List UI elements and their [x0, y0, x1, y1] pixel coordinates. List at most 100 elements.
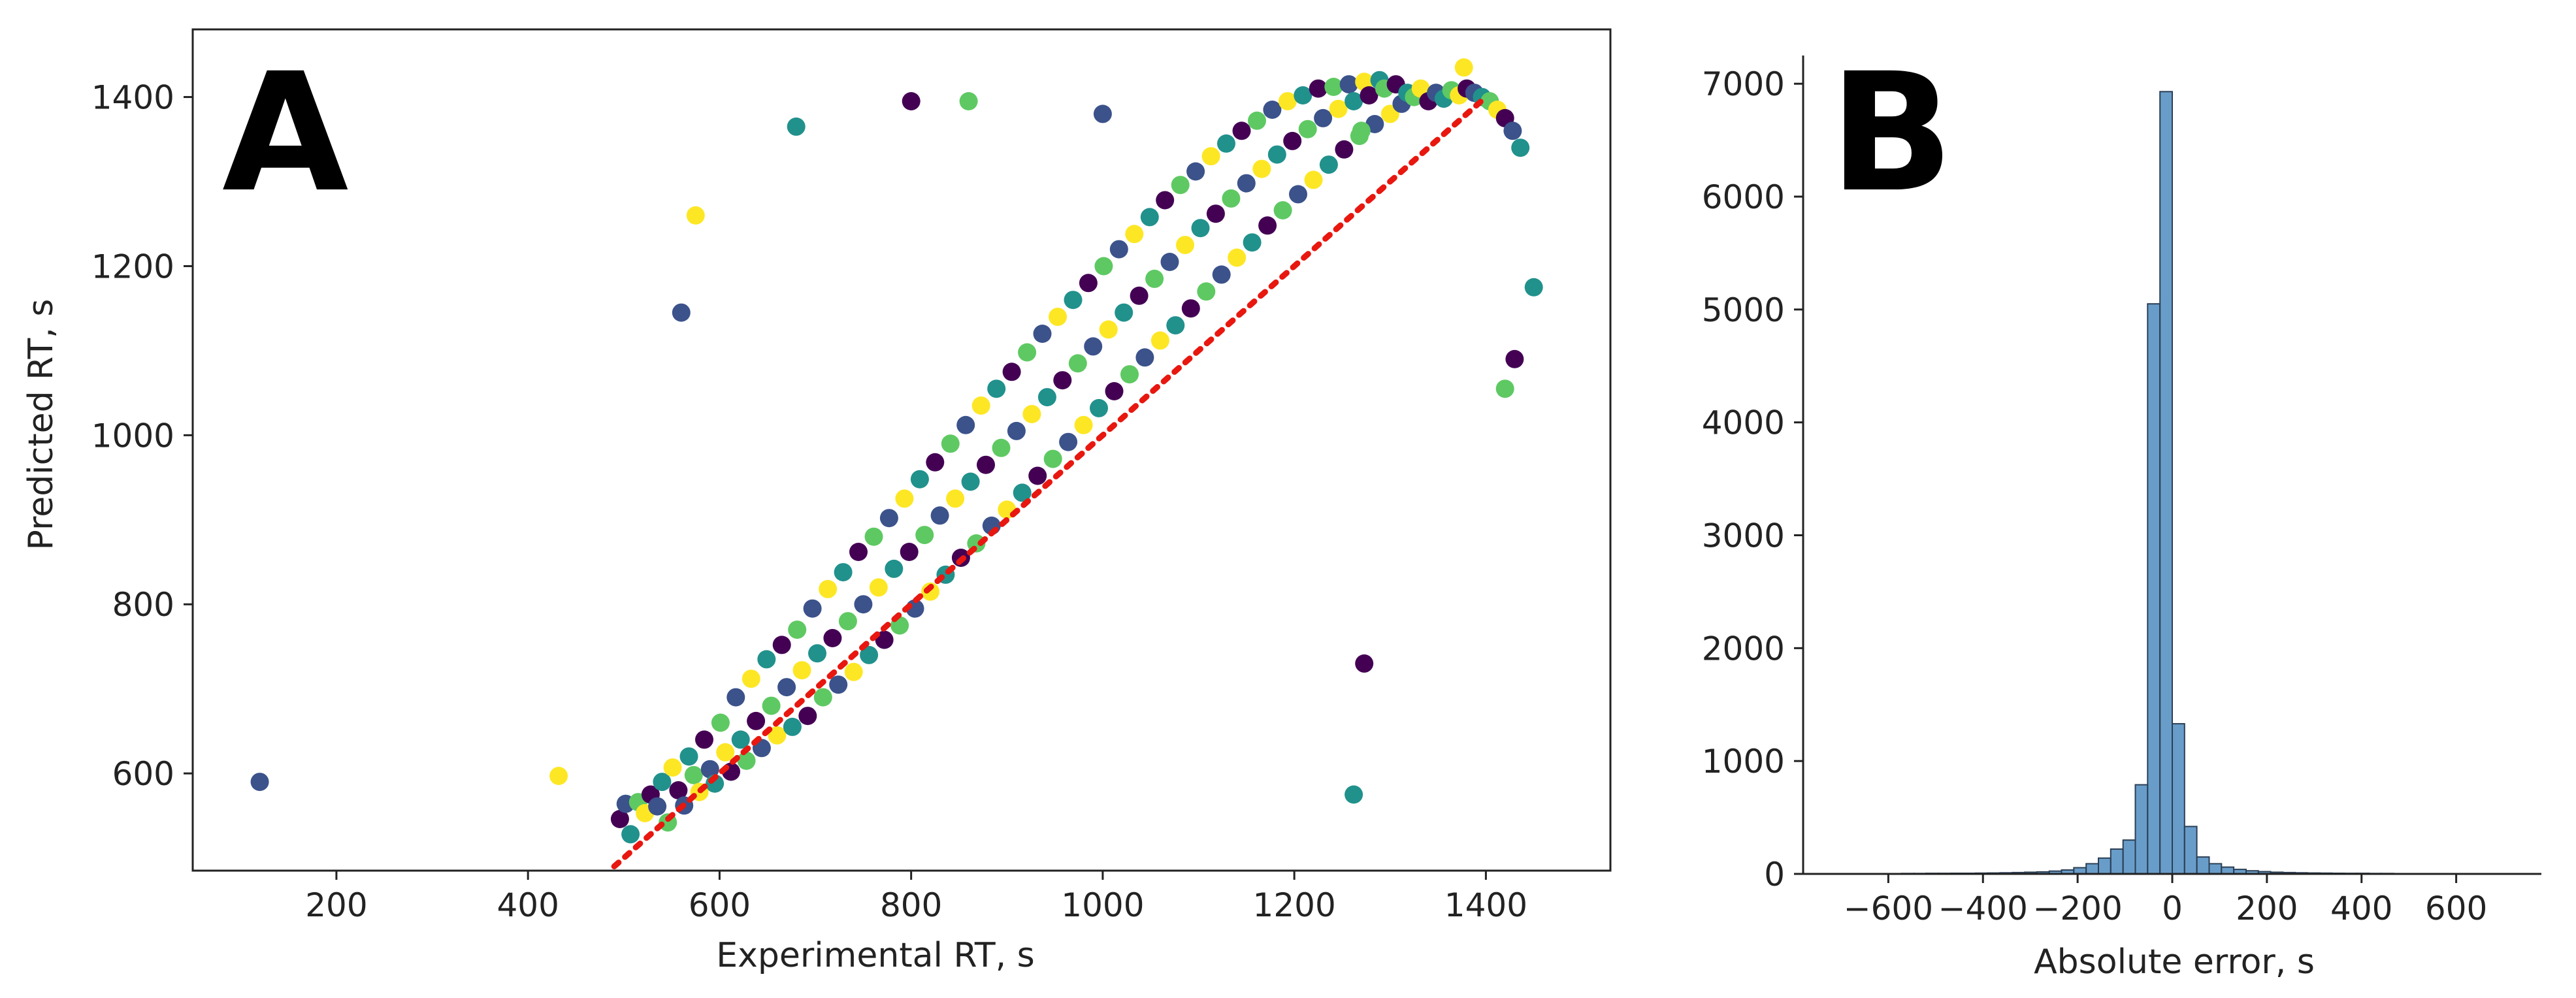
- scatter-point: [959, 92, 978, 110]
- scatter-point: [653, 773, 672, 792]
- scatter-point: [1454, 58, 1473, 77]
- scatter-point: [864, 527, 883, 546]
- y-tick-label: 7000: [1702, 65, 1785, 103]
- x-tick-label: 200: [2236, 890, 2298, 927]
- scatter-point: [610, 810, 629, 828]
- scatter-point: [879, 509, 898, 528]
- scatter-point: [1267, 145, 1286, 164]
- panel-b-letter: B: [1829, 38, 1954, 228]
- scatter-point: [1125, 225, 1144, 244]
- scatter-point: [1201, 147, 1220, 166]
- scatter-point: [711, 713, 730, 732]
- scatter-point: [731, 730, 750, 749]
- scatter-point: [1263, 101, 1282, 119]
- scatter-point: [1360, 86, 1378, 105]
- y-tick-label: 800: [112, 586, 174, 624]
- scatter-point: [915, 526, 934, 545]
- histogram-bar: [2110, 848, 2124, 875]
- scatter-point: [1298, 120, 1317, 138]
- scatter-point: [1222, 189, 1241, 208]
- scatter-point: [1053, 371, 1072, 390]
- scatter-point: [1314, 108, 1333, 127]
- scatter-point: [250, 773, 269, 792]
- panel-b-y-ticks: 0 1000 2000 3000 4000 5000 6000 7000: [1702, 65, 1803, 893]
- scatter-point: [819, 579, 838, 598]
- scatter-point: [1329, 99, 1348, 118]
- scatter-point: [1018, 343, 1037, 362]
- panel-a-y-ticks: 600 800 1000 1200 1400: [91, 79, 193, 793]
- scatter-point: [1237, 174, 1256, 193]
- scatter-point: [1283, 131, 1302, 150]
- x-tick-label: 1200: [1253, 886, 1336, 924]
- scatter-point: [1278, 92, 1297, 110]
- scatter-point: [921, 582, 939, 601]
- panel-a-x-axis-label: Experimental RT, s: [716, 936, 1035, 975]
- scatter-point: [792, 661, 811, 680]
- scatter-point: [1115, 303, 1133, 322]
- scatter-point: [1084, 337, 1103, 356]
- scatter-point: [885, 559, 904, 578]
- scatter-point: [1160, 253, 1179, 271]
- panel-a-x-ticks: 200 400 600 800 1000 1200 1400: [305, 871, 1527, 924]
- scatter-point: [1094, 257, 1113, 276]
- scatter-point: [910, 470, 929, 489]
- scatter-point: [1145, 269, 1164, 288]
- scatter-point: [1335, 140, 1354, 159]
- scatter-point: [1339, 75, 1358, 94]
- scatter-point: [1059, 432, 1078, 451]
- scatter-point: [772, 636, 791, 654]
- scatter-point: [1022, 405, 1041, 423]
- scatter-point: [803, 599, 822, 618]
- scatter-point: [1319, 155, 1338, 174]
- scatter-point: [1150, 331, 1169, 350]
- histogram-bar: [2221, 866, 2235, 875]
- scatter-point: [1064, 291, 1083, 310]
- scatter-point: [669, 781, 688, 799]
- scatter-point: [1186, 162, 1205, 181]
- scatter-point: [1093, 105, 1112, 123]
- reference-diagonal-line: [611, 94, 1489, 870]
- x-tick-label: 200: [305, 886, 367, 924]
- scatter-point: [1294, 86, 1312, 105]
- scatter-point: [1176, 236, 1194, 255]
- scatter-point: [1217, 134, 1235, 153]
- scatter-point: [971, 396, 990, 415]
- panel-a-plot-frame: [191, 28, 1612, 872]
- scatter-point: [777, 678, 796, 697]
- y-tick-label: 2000: [1702, 630, 1785, 668]
- scatter-point: [1135, 348, 1154, 367]
- panel-b-histogram: −600 −400 −200 0 200 400 600 0 1000 2000 3000 4000…: [1702, 38, 2541, 982]
- scatter-point: [1079, 274, 1098, 293]
- scatter-point: [1304, 170, 1323, 189]
- scatter-point: [1212, 265, 1231, 284]
- scatter-point: [1524, 278, 1543, 297]
- scatter-point: [1345, 92, 1363, 110]
- x-tick-label: 1400: [1444, 886, 1527, 924]
- panel-a-scatter: 200 400 600 800 1000 1200 1400 600 800 1000 1200 1…: [22, 28, 1612, 975]
- scatter-point: [1140, 208, 1159, 227]
- scatter-point: [1243, 233, 1262, 252]
- scatter-point: [849, 543, 868, 561]
- x-tick-label: −400: [1938, 890, 2028, 927]
- scatter-point: [1037, 388, 1056, 407]
- scatter-point: [686, 206, 705, 225]
- x-tick-label: −600: [1844, 890, 1933, 927]
- scatter-point: [663, 758, 682, 777]
- panel-a-letter: A: [222, 38, 348, 228]
- scatter-point: [1002, 362, 1021, 381]
- histogram-bar: [2134, 784, 2149, 875]
- scatter-point: [648, 797, 667, 816]
- x-tick-label: 600: [2425, 890, 2487, 927]
- panel-b-x-axis-label: Absolute error, s: [2034, 942, 2315, 982]
- scatter-point: [1166, 316, 1185, 335]
- scatter-point: [768, 726, 787, 745]
- x-tick-label: 600: [689, 886, 751, 924]
- scatter-point: [726, 688, 745, 707]
- scatter-point: [1206, 204, 1225, 223]
- y-tick-label: 1200: [91, 248, 174, 285]
- scatter-point: [700, 760, 719, 779]
- scatter-point: [1028, 466, 1047, 485]
- y-tick-label: 3000: [1702, 517, 1785, 555]
- y-tick-label: 600: [112, 755, 174, 793]
- scatter-point: [902, 92, 921, 110]
